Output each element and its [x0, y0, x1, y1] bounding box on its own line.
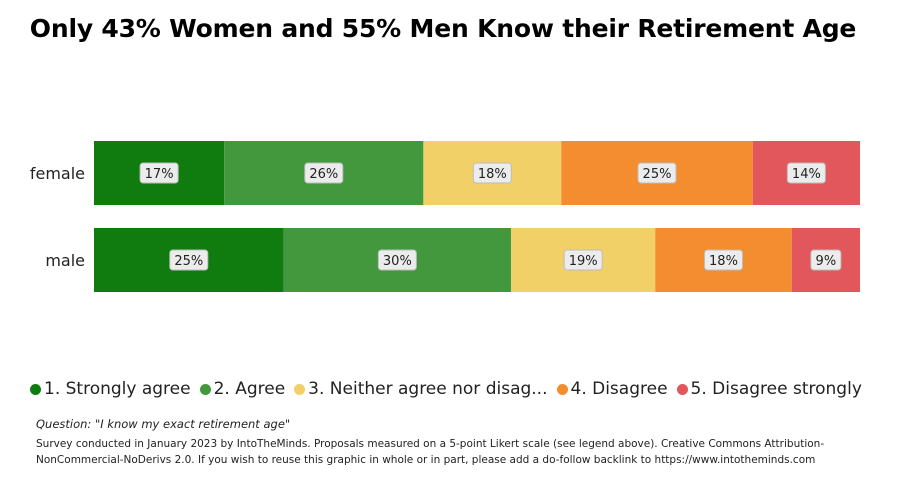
legend-dot-icon — [676, 383, 688, 395]
data-label-male-1: 25% — [174, 254, 203, 269]
legend-item-4[interactable]: 4. Disagree — [556, 379, 668, 399]
legend-item-2[interactable]: 2. Agree — [199, 379, 286, 399]
legend-item-5[interactable]: 5. Disagree strongly — [676, 379, 862, 399]
stacked-bar-chart: female 17% 26% 18% 25% 14% male 25% 30% 19% 18% 9% — [30, 141, 860, 292]
survey-question: Question: "I know my exact retirement ag… — [36, 417, 291, 431]
data-label-male-5: 9% — [816, 254, 837, 269]
legend-label: 4. Disagree — [570, 379, 668, 399]
legend-dot-icon — [30, 383, 41, 395]
data-label-box — [169, 249, 209, 271]
legend-label: 5. Disagree strongly — [690, 379, 862, 399]
data-label-box — [563, 249, 603, 271]
data-label-box — [703, 249, 743, 271]
data-label-male-3: 19% — [569, 254, 598, 269]
category-label-female: female — [30, 164, 85, 183]
legend-item-3[interactable]: 3. Neither agree nor disag... — [294, 379, 548, 399]
data-label-box — [810, 249, 842, 271]
data-label-female-5: 14% — [792, 167, 821, 182]
legend: 1. Strongly agree 2. Agree 3. Neither agre… — [30, 379, 871, 399]
data-label-box — [139, 162, 179, 184]
data-label-box — [377, 249, 417, 271]
data-label-male-4: 18% — [709, 254, 738, 269]
footnote: Survey conducted in January 2023 by Into… — [36, 438, 825, 466]
legend-item-1[interactable]: 1. Strongly agree — [30, 379, 191, 399]
data-label-box — [637, 162, 677, 184]
data-label-female-3: 18% — [478, 167, 507, 182]
data-label-box — [786, 162, 826, 184]
legend-label: 2. Agree — [213, 379, 286, 399]
data-label-box — [304, 162, 344, 184]
data-label-female-4: 25% — [643, 167, 672, 182]
data-label-box — [472, 162, 512, 184]
data-label-female-1: 17% — [145, 167, 174, 182]
data-label-female-2: 26% — [309, 167, 338, 182]
data-label-male-2: 30% — [383, 254, 412, 269]
legend-dot-icon — [199, 383, 211, 395]
legend-dot-icon — [294, 383, 306, 395]
legend-label: 1. Strongly agree — [44, 379, 191, 399]
category-label-male: male — [45, 251, 85, 270]
legend-dot-icon — [556, 383, 568, 395]
legend-label: 3. Neither agree nor disag... — [308, 379, 548, 399]
chart-title: Only 43% Women and 55% Men Know their Re… — [29, 14, 857, 43]
